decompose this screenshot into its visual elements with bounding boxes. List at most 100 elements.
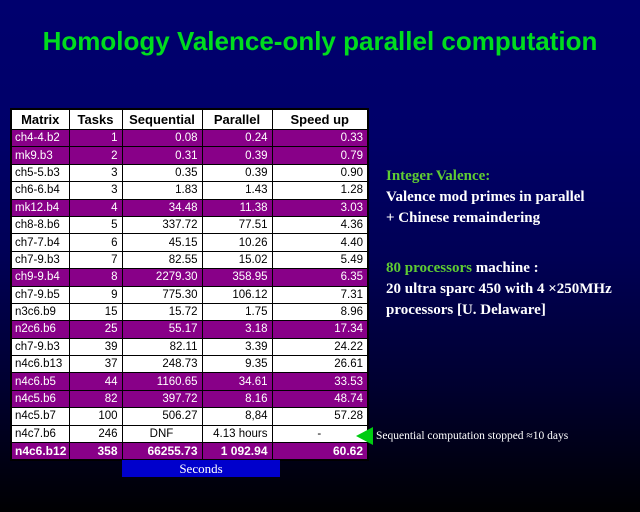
cell-sequential: 0.35 [121,163,203,183]
cell-speedup: 60.62 [271,442,369,461]
cell-matrix: n4c6.b5 [10,372,70,391]
note-heading-text: Integer Valence: [386,168,491,184]
cell-matrix: mk12.b4 [10,198,70,217]
note-machine-heading: 80 processors machine : [386,258,612,279]
cell-speedup: 0.33 [271,128,369,148]
cell-tasks: 5 [68,215,123,235]
cell-parallel: 10.26 [201,233,273,252]
table-row: ch7-9.b3 7 82.55 15.02 5.49 [10,250,369,270]
table-row: n4c5.b6 82 397.72 8.16 48.74 [10,389,369,409]
cell-parallel: 358.95 [201,268,273,287]
cell-speedup: 0.79 [271,146,369,165]
cell-sequential: 2279.30 [121,268,203,287]
table-row: n4c6.b12 358 66255.73 1 092.94 60.62 [10,442,369,461]
cell-matrix: ch5-5.b3 [10,163,70,183]
note-heading: Integer Valence: [386,166,585,187]
cell-speedup: 4.36 [271,215,369,235]
cell-matrix: n4c5.b6 [10,389,70,409]
cell-matrix: n4c6.b13 [10,355,70,374]
note-line: Valence mod primes in parallel [386,189,585,205]
page-title: Homology Valence-only parallel computati… [42,26,598,56]
cell-matrix: ch9-9.b4 [10,268,70,287]
cell-parallel: 1 092.94 [201,442,273,461]
cell-speedup: 33.53 [271,372,369,391]
cell-sequential: 397.72 [121,389,203,409]
cell-sequential: 248.73 [121,355,203,374]
cell-parallel: 4.13 hours [201,424,273,444]
cell-speedup: 3.03 [271,198,369,217]
cell-tasks: 3 [68,181,123,200]
cell-parallel: 3.39 [201,337,273,357]
cell-tasks: 4 [68,198,123,217]
cell-tasks: 82 [68,389,123,409]
cell-sequential: 45.15 [121,233,203,252]
column-header-speedup: Speed up [271,108,369,130]
table-row: n4c7.b6 246 DNF 4.13 hours - [10,424,369,444]
cell-sequential: 0.08 [121,128,203,148]
cell-tasks: 6 [68,233,123,252]
note-line: 20 ultra sparc 450 with 4 ×250MHz [386,281,612,297]
cell-matrix: ch7-9.b5 [10,285,70,304]
cell-tasks: 37 [68,355,123,374]
cell-parallel: 1.75 [201,302,273,322]
cell-parallel: 1.43 [201,181,273,200]
header-row: Matrix Tasks Sequential Parallel Speed u… [10,108,369,130]
table-row: mk12.b4 4 34.48 11.38 3.03 [10,198,369,217]
cell-tasks: 8 [68,268,123,287]
cell-matrix: ch7-9.b3 [10,250,70,270]
cell-tasks: 358 [68,442,123,461]
note-machine-rest: machine : [471,260,539,276]
cell-speedup: 4.40 [271,233,369,252]
cell-parallel: 106.12 [201,285,273,304]
cell-sequential: 775.30 [121,285,203,304]
cell-speedup: 0.90 [271,163,369,183]
cell-parallel: 8,84 [201,407,273,426]
table-row: ch6-6.b4 3 1.83 1.43 1.28 [10,181,369,200]
cell-parallel: 77.51 [201,215,273,235]
cell-speedup: 1.28 [271,181,369,200]
cell-matrix: n4c5.b7 [10,407,70,426]
cell-matrix: ch7-7.b4 [10,233,70,252]
annotation-text: Sequential computation stopped ≈10 days [376,430,569,442]
cell-speedup: 17.34 [271,320,369,339]
cell-tasks: 3 [68,163,123,183]
cell-speedup: 6.35 [271,268,369,287]
cell-sequential: 1160.65 [121,372,203,391]
cell-sequential: DNF [121,424,203,444]
annotation: Sequential computation stopped ≈10 days [356,427,568,445]
cell-speedup: 24.22 [271,337,369,357]
cell-speedup: 48.74 [271,389,369,409]
cell-speedup: 57.28 [271,407,369,426]
column-header-tasks: Tasks [68,108,123,130]
cell-sequential: 82.11 [121,337,203,357]
table-row: n4c6.b5 44 1160.65 34.61 33.53 [10,372,369,391]
table-row: n4c6.b13 37 248.73 9.35 26.61 [10,355,369,374]
cell-tasks: 100 [68,407,123,426]
note-machine-highlight: 80 processors [386,260,472,276]
cell-parallel: 9.35 [201,355,273,374]
note-integer-valence: Integer Valence: Valence mod primes in p… [386,166,585,229]
table-row: ch7-9.b3 39 82.11 3.39 24.22 [10,337,369,357]
cell-sequential: 66255.73 [121,442,203,461]
table-body: ch4-4.b2 1 0.08 0.24 0.33 mk9.b3 2 0.31 0.39 0.79… [10,128,369,461]
column-header-parallel: Parallel [201,108,273,130]
cell-parallel: 8.16 [201,389,273,409]
table-row: n4c5.b7 100 506.27 8,84 57.28 [10,407,369,426]
cell-sequential: 337.72 [121,215,203,235]
cell-sequential: 0.31 [121,146,203,165]
table-row: ch4-4.b2 1 0.08 0.24 0.33 [10,128,369,148]
table-row: ch5-5.b3 3 0.35 0.39 0.90 [10,163,369,183]
cell-matrix: n3c6.b9 [10,302,70,322]
cell-matrix: mk9.b3 [10,146,70,165]
results-table: Matrix Tasks Sequential Parallel Speed u… [10,108,369,462]
cell-parallel: 0.24 [201,128,273,148]
table-row: n3c6.b9 15 15.72 1.75 8.96 [10,302,369,322]
note-line: + Chinese remaindering [386,210,541,226]
cell-matrix: n4c7.b6 [10,424,70,444]
cell-tasks: 25 [68,320,123,339]
cell-parallel: 0.39 [201,146,273,165]
cell-speedup: 7.31 [271,285,369,304]
cell-parallel: 0.39 [201,163,273,183]
cell-sequential: 506.27 [121,407,203,426]
table-row: ch7-7.b4 6 45.15 10.26 4.40 [10,233,369,252]
